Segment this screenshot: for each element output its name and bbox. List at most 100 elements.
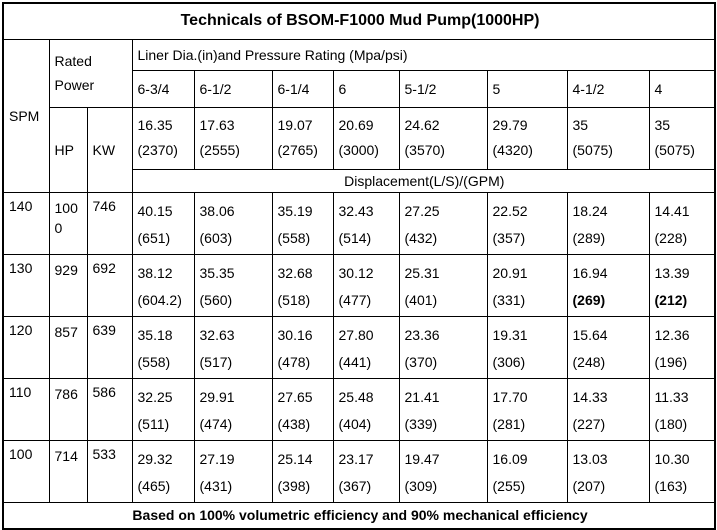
displacement-ls: 38.06 — [199, 202, 235, 219]
displacement-cell: 15.64 (248) — [566, 315, 650, 379]
displacement-ls: 25.48 — [338, 388, 374, 405]
kw-value-cell: 639 — [86, 315, 133, 379]
displacement-cell: 27.19 (431) — [193, 439, 273, 503]
displacement-ls: 27.80 — [338, 326, 374, 343]
displacement-gpm: (309) — [404, 477, 438, 494]
pressure-mpa: 16.35 — [137, 117, 173, 133]
displacement-cell: 38.12 (604.2) — [131, 253, 195, 317]
pressure-rating-cell: 16.35 (2370) — [131, 106, 195, 170]
spm-value-cell: 100 — [2, 439, 50, 503]
displacement-gpm: (465) — [137, 477, 171, 494]
hp-value-cell: 929 — [48, 253, 88, 317]
spm-value-cell: 130 — [2, 253, 50, 317]
displacement-cell: 30.16 (478) — [271, 315, 334, 379]
title-row: Technicals of BSOM-F1000 Mud Pump(1000HP… — [2, 2, 716, 40]
displacement-ls: 12.36 — [654, 326, 690, 343]
displacement-gpm: (517) — [199, 353, 233, 370]
pressure-psi: (2555) — [199, 142, 240, 158]
displacement-cell: 16.09 (255) — [486, 439, 568, 503]
pressure-rating-cell: 35 (5075) — [648, 106, 716, 170]
displacement-gpm: (604.2) — [137, 291, 182, 308]
displacement-gpm: (228) — [654, 229, 688, 246]
displacement-gpm: (477) — [338, 291, 372, 308]
displacement-ls: 27.65 — [277, 388, 313, 405]
displacement-cell: 12.36 (196) — [648, 315, 716, 379]
displacement-cell: 25.14 (398) — [271, 439, 334, 503]
displacement-ls: 13.39 — [654, 264, 690, 281]
liner-size-header: 5 — [486, 69, 568, 108]
header-row-liner: SPM Rated Power Liner Dia.(in)and Pressu… — [2, 38, 716, 193]
displacement-gpm: (432) — [404, 229, 438, 246]
displacement-ls: 32.68 — [277, 264, 313, 281]
displacement-ls: 21.41 — [404, 388, 440, 405]
displacement-gpm: (357) — [492, 229, 526, 246]
displacement-ls: 30.12 — [338, 264, 374, 281]
displacement-ls: 35.35 — [199, 264, 235, 281]
liner-size-header: 4-1/2 — [566, 69, 650, 108]
liner-sizes-row: 6-3/4 6-1/2 6-1/4 6 5-1/2 5 4-1/2 4 — [3, 69, 716, 108]
displacement-cell: 10.30 (163) — [648, 439, 716, 503]
displacement-cell: 19.31 (306) — [486, 315, 568, 379]
spm-column-header: SPM — [2, 38, 50, 193]
displacement-cell: 21.41 (339) — [398, 377, 488, 441]
displacement-cell: 35.19 (558) — [271, 191, 334, 255]
displacement-ls: 29.32 — [137, 450, 173, 467]
pressure-rating-cell: 35 (5075) — [566, 106, 650, 170]
displacement-gpm: (558) — [137, 353, 171, 370]
displacement-gpm: (441) — [338, 353, 372, 370]
displacement-cell: 23.36 (370) — [398, 315, 488, 379]
displacement-gpm: (603) — [199, 229, 233, 246]
pressure-rating-cell: 24.62 (3570) — [398, 106, 488, 170]
hp-value-cell: 857 — [48, 315, 88, 379]
displacement-gpm: (370) — [404, 353, 438, 370]
displacement-ls: 18.24 — [572, 202, 608, 219]
pressure-psi: (3000) — [338, 142, 379, 158]
displacement-gpm: (227) — [572, 415, 606, 432]
displacement-cell: 38.06 (603) — [193, 191, 273, 255]
displacement-ls: 40.15 — [137, 202, 173, 219]
liner-size-header: 6-1/2 — [193, 69, 273, 108]
pressure-mpa: 19.07 — [277, 117, 313, 133]
table-row: 110 786 586 32.25 (511) 29.91 (474) 27.65 (438) 2… — [2, 377, 716, 441]
displacement-ls: 17.70 — [492, 388, 528, 405]
pressure-rating-cell: 19.07 (2765) — [271, 106, 334, 170]
liner-size-header: 6-1/4 — [271, 69, 334, 108]
liner-size-header: 6 — [332, 69, 400, 108]
displacement-cell: 35.35 (560) — [193, 253, 273, 317]
pressure-psi: (2765) — [277, 142, 318, 158]
displacement-cell: 22.52 (357) — [486, 191, 568, 255]
displacement-ls: 35.19 — [277, 202, 313, 219]
displacement-ls: 19.31 — [492, 326, 528, 343]
pressure-psi: (5075) — [572, 142, 613, 158]
displacement-cell: 17.70 (281) — [486, 377, 568, 441]
displacement-cell: 32.25 (511) — [131, 377, 195, 441]
displacement-gpm: (339) — [404, 415, 438, 432]
displacement-cell: 19.47 (309) — [398, 439, 488, 503]
displacement-gpm: (163) — [654, 477, 688, 494]
displacement-cell: 32.63 (517) — [193, 315, 273, 379]
displacement-ls: 27.19 — [199, 450, 235, 467]
displacement-ls: 13.03 — [572, 450, 608, 467]
displacement-gpm: (331) — [492, 291, 526, 308]
displacement-ls: 32.63 — [199, 326, 235, 343]
liner-pressure-header: Liner Dia.(in)and Pressure Rating (Mpa/p… — [131, 38, 716, 71]
displacement-ls: 23.17 — [338, 450, 374, 467]
pressure-psi: (5075) — [654, 142, 695, 158]
displacement-ls: 16.09 — [492, 450, 528, 467]
displacement-ls: 11.33 — [654, 388, 689, 405]
pressure-rating-cell: 20.69 (3000) — [332, 106, 400, 170]
displacement-gpm: (289) — [572, 229, 606, 246]
pressure-psi: (3570) — [404, 142, 445, 158]
displacement-gpm: (398) — [277, 477, 311, 494]
displacement-cell: 11.33 (180) — [648, 377, 716, 441]
displacement-ls: 14.41 — [654, 202, 690, 219]
pressure-psi: (4320) — [492, 142, 533, 158]
displacement-gpm: (207) — [572, 477, 606, 494]
pressure-rating-cell: 17.63 (2555) — [193, 106, 273, 170]
pressure-ratings-row: HP KW 16.35 (2370) 17.63 (2555) 19.07 (2765) 2… — [3, 106, 716, 193]
page-title: Technicals of BSOM-F1000 Mud Pump(1000HP… — [2, 2, 716, 40]
displacement-cell: 27.25 (432) — [398, 191, 488, 255]
displacement-cell: 18.24 (289) — [566, 191, 650, 255]
displacement-gpm: (281) — [492, 415, 526, 432]
displacement-ls: 38.12 — [137, 264, 173, 281]
